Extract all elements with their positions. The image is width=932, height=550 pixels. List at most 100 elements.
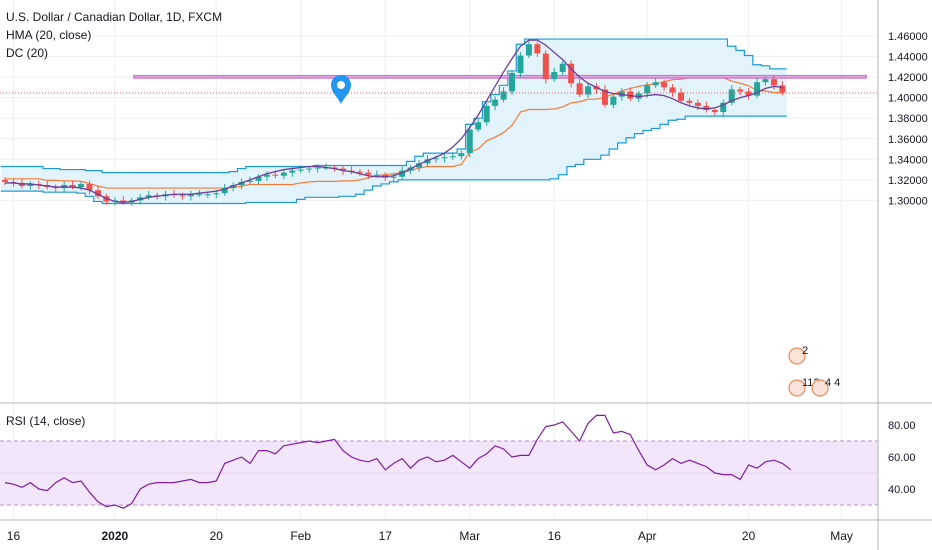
event-flag-icon [811, 379, 829, 397]
candle-body [289, 170, 296, 173]
rsi-path [4, 414, 792, 509]
price-tick-label: 1.44000 [888, 52, 928, 64]
candle-body [500, 91, 507, 100]
map-pin-icon[interactable] [331, 75, 351, 104]
time-tick-label: 17 [379, 529, 393, 543]
candle-body [601, 89, 608, 105]
price-tick-label: 1.42000 [888, 72, 928, 84]
price-tick-label: 1.40000 [888, 93, 928, 105]
dc-legend: DC (20) [6, 46, 49, 60]
price-tick-label: 1.34000 [888, 154, 928, 166]
pin-shape [331, 75, 351, 104]
time-tick-label: Feb [290, 529, 311, 543]
candle-body [416, 163, 423, 168]
price-tick-label: 1.32000 [888, 175, 928, 187]
candle-body [255, 176, 262, 181]
time-tick-label: 2020 [101, 529, 128, 543]
candle-body [196, 194, 203, 196]
candle-body [27, 183, 34, 187]
candle-body [644, 85, 651, 94]
hma-line [5, 39, 783, 204]
candle-body [340, 168, 346, 171]
candle-body [179, 195, 186, 197]
candle-body [373, 174, 380, 176]
candle-body [399, 170, 406, 177]
time-tick-label: 20 [210, 529, 224, 543]
candle-body [517, 55, 524, 73]
price-tick-label: 1.36000 [888, 134, 928, 146]
candle-body [466, 129, 473, 154]
candle-body [356, 171, 363, 173]
time-tick-label: Apr [638, 529, 657, 543]
candle-body [78, 183, 85, 188]
candle-body [694, 102, 701, 106]
candle-body [94, 190, 101, 197]
candle-body [2, 179, 8, 182]
candle-body [221, 188, 228, 194]
hma-path [5, 39, 783, 204]
candle-body [390, 176, 397, 178]
event-flag-icon [788, 379, 806, 397]
event-flag-icon [788, 347, 806, 365]
candle-body [492, 99, 499, 106]
time-tick-label: 16 [7, 529, 21, 543]
candle-body [652, 82, 659, 86]
candle-body [576, 83, 583, 95]
candle-body [509, 72, 515, 92]
candle-body [458, 153, 465, 157]
candle-body [69, 184, 76, 188]
candle-body [424, 159, 431, 164]
candle-body [280, 172, 287, 176]
candle-body [686, 100, 693, 103]
candle-body [272, 174, 279, 176]
time-tick-label: 16 [548, 529, 562, 543]
candle-body [728, 89, 735, 103]
price-tick-label: 1.30000 [888, 195, 928, 207]
pin-hole [337, 81, 345, 89]
candle-body [247, 180, 254, 182]
candle-body [86, 183, 93, 191]
candle-body [779, 85, 786, 93]
candle-body [770, 79, 777, 86]
candle-body [762, 79, 769, 83]
time-tick-label: Mar [459, 529, 480, 543]
candle-body [551, 71, 558, 80]
candle-body [525, 44, 532, 56]
candle-body [568, 63, 575, 84]
dc-lower-line [0, 115, 787, 205]
candle-body [263, 174, 270, 177]
candle-body [306, 168, 313, 170]
price-grid [0, 0, 878, 520]
candle-body [204, 194, 211, 196]
chart-title: U.S. Dollar / Canadian Dollar, 1D, FXCM [6, 10, 223, 24]
candle-body [297, 169, 304, 171]
candle-body [669, 87, 676, 93]
rsi-legend: RSI (14, close) [6, 414, 86, 428]
candle-body [187, 194, 194, 197]
candle-body [703, 105, 710, 110]
candle-body [754, 82, 761, 96]
candle-body [314, 167, 321, 169]
rsi-grid [0, 440, 878, 506]
candle-body [483, 105, 490, 123]
candle-body [610, 96, 617, 105]
candle-body [432, 158, 439, 160]
time-tick-label: 20 [742, 529, 756, 543]
candle-body [534, 44, 541, 54]
dc-upper-line [0, 38, 787, 174]
candle-body [585, 86, 592, 95]
price-tick-label: 1.46000 [888, 31, 928, 43]
candle-body [145, 195, 152, 198]
rsi-pane [4, 414, 792, 509]
time-tick-label: May [830, 529, 853, 543]
rsi-tick-label: 40.00 [888, 484, 916, 496]
candle-body [720, 102, 727, 113]
rsi-tick-label: 60.00 [888, 452, 916, 464]
event-flag-label: 4 4 [825, 377, 840, 389]
event-flag-label: 2 [802, 345, 808, 357]
candle-body [441, 157, 448, 159]
candle-body [542, 53, 549, 80]
candle-body [120, 200, 127, 203]
